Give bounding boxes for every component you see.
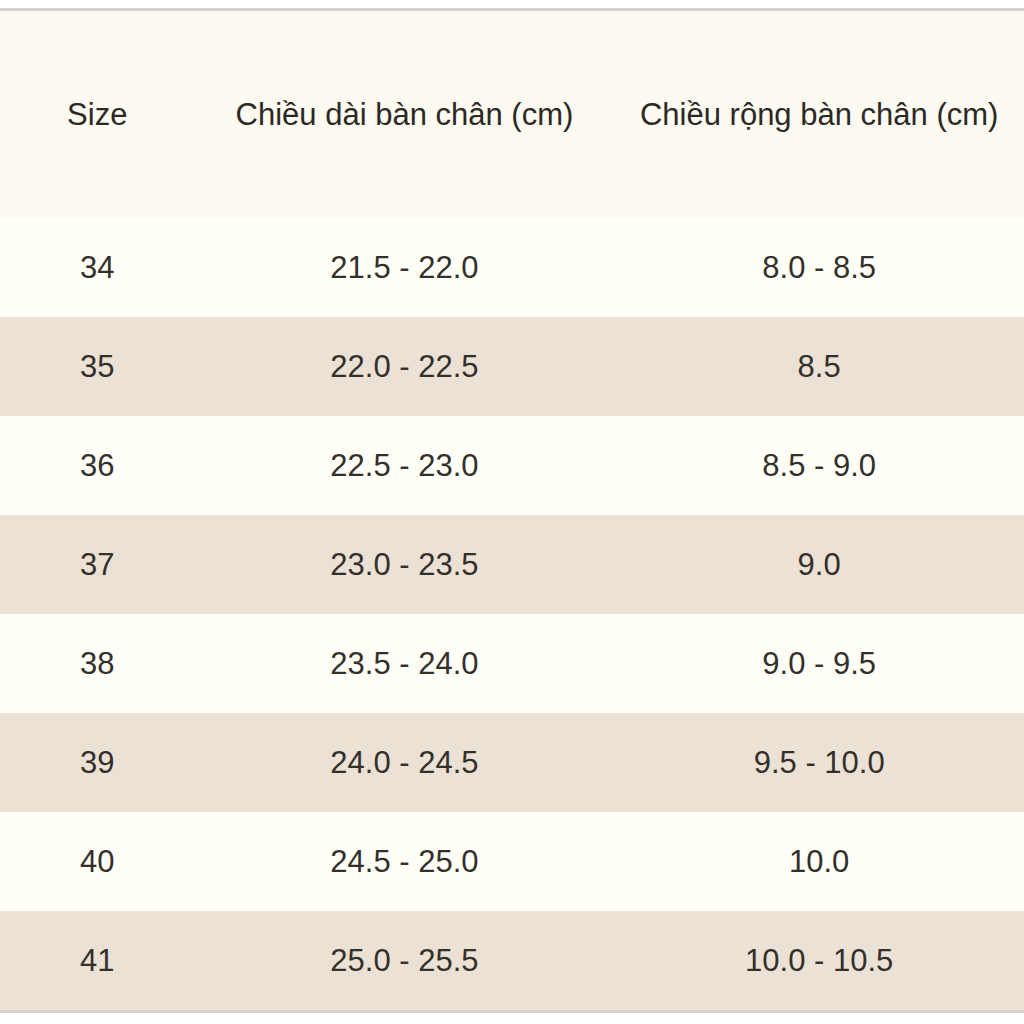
size-cell: 39 bbox=[0, 745, 195, 781]
foot-width-cell: 10.0 bbox=[614, 844, 1024, 880]
foot-width-cell: 9.5 - 10.0 bbox=[614, 745, 1024, 781]
foot-length-cell: 21.5 - 22.0 bbox=[195, 250, 615, 286]
foot-width-cell: 8.5 bbox=[614, 349, 1024, 385]
foot-width-cell: 9.0 bbox=[614, 547, 1024, 583]
size-chart-table: Size Chiều dài bàn chân (cm) Chiều rộng … bbox=[0, 11, 1024, 1010]
column-header-size: Size bbox=[0, 97, 195, 133]
size-chart-page: Size Chiều dài bàn chân (cm) Chiều rộng … bbox=[0, 0, 1024, 1024]
size-cell: 34 bbox=[0, 250, 195, 286]
foot-length-cell: 23.0 - 23.5 bbox=[195, 547, 615, 583]
size-cell: 38 bbox=[0, 646, 195, 682]
foot-width-cell: 9.0 - 9.5 bbox=[614, 646, 1024, 682]
table-row: 40 24.5 - 25.0 10.0 bbox=[0, 812, 1024, 911]
table-row: 35 22.0 - 22.5 8.5 bbox=[0, 317, 1024, 416]
foot-length-cell: 22.0 - 22.5 bbox=[195, 349, 615, 385]
table-header-row: Size Chiều dài bàn chân (cm) Chiều rộng … bbox=[0, 11, 1024, 218]
foot-length-cell: 24.0 - 24.5 bbox=[195, 745, 615, 781]
foot-width-cell: 8.0 - 8.5 bbox=[614, 250, 1024, 286]
table-row: 38 23.5 - 24.0 9.0 - 9.5 bbox=[0, 614, 1024, 713]
foot-length-cell: 25.0 - 25.5 bbox=[195, 943, 615, 979]
table-row: 34 21.5 - 22.0 8.0 - 8.5 bbox=[0, 218, 1024, 317]
size-cell: 36 bbox=[0, 448, 195, 484]
foot-width-cell: 8.5 - 9.0 bbox=[614, 448, 1024, 484]
size-cell: 37 bbox=[0, 547, 195, 583]
table-row: 41 25.0 - 25.5 10.0 - 10.5 bbox=[0, 911, 1024, 1010]
column-header-foot-width: Chiều rộng bàn chân (cm) bbox=[614, 97, 1024, 133]
column-header-foot-length: Chiều dài bàn chân (cm) bbox=[195, 97, 615, 133]
foot-width-cell: 10.0 - 10.5 bbox=[614, 943, 1024, 979]
bottom-margin bbox=[0, 1013, 1024, 1024]
foot-length-cell: 22.5 - 23.0 bbox=[195, 448, 615, 484]
foot-length-cell: 23.5 - 24.0 bbox=[195, 646, 615, 682]
table-row: 36 22.5 - 23.0 8.5 - 9.0 bbox=[0, 416, 1024, 515]
size-cell: 40 bbox=[0, 844, 195, 880]
table-row: 39 24.0 - 24.5 9.5 - 10.0 bbox=[0, 713, 1024, 812]
foot-length-cell: 24.5 - 25.0 bbox=[195, 844, 615, 880]
size-cell: 35 bbox=[0, 349, 195, 385]
top-margin bbox=[0, 0, 1024, 8]
size-cell: 41 bbox=[0, 943, 195, 979]
table-row: 37 23.0 - 23.5 9.0 bbox=[0, 515, 1024, 614]
